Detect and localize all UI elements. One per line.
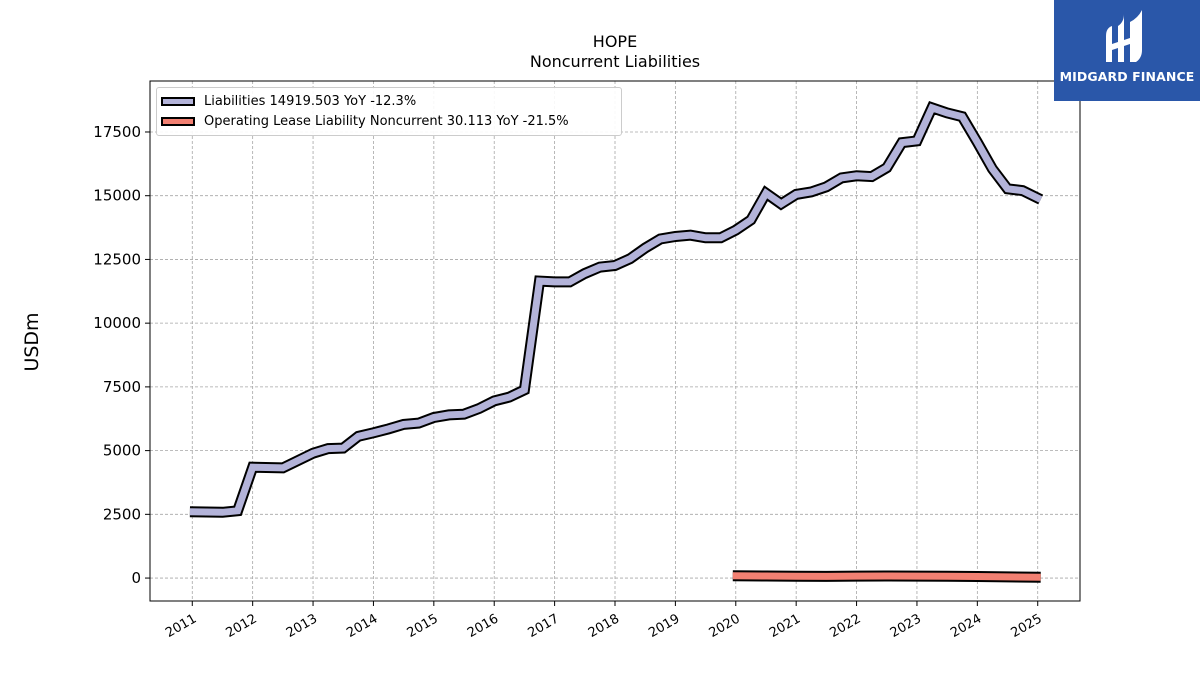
brand-logo: MIDGARD FINANCE [1054,0,1200,101]
x-tick-label: 2015 [405,611,441,641]
x-tick-label: 2014 [344,611,380,641]
y-tick-label: 12500 [93,250,141,268]
logo-mark-icon [1106,10,1142,62]
logo-text: MIDGARD FINANCE [1059,69,1195,84]
y-axis-label: USDm [21,312,43,372]
x-tick-label: 2013 [284,611,320,641]
y-tick-label: 5000 [103,442,141,460]
y-tick-label: 10000 [93,314,141,332]
legend: Liabilities 14919.503 YoY -12.3% Operati… [156,87,622,136]
x-tick-label: 2019 [646,611,682,641]
legend-item-operating-lease: Operating Lease Liability Noncurrent 30.… [161,113,569,129]
legend-label-operating-lease: Operating Lease Liability Noncurrent 30.… [204,113,569,129]
y-axis: 0 2500 5000 7500 10000 12500 15000 17500 [93,123,150,587]
x-tick-label: 2012 [224,611,260,641]
legend-swatch-operating-lease [161,116,195,126]
x-tick-label: 2021 [767,611,803,641]
x-tick-label: 2023 [888,611,924,641]
legend-swatch-liabilities [161,96,195,106]
series-line-liabilities [189,103,1043,516]
x-axis: 2011 2012 2013 2014 2015 2016 2017 2018 2019 2020… [163,601,1045,641]
grid-lines [150,81,1080,601]
x-tick-label: 2024 [948,611,984,641]
x-tick-label: 2018 [586,611,622,641]
series-lines [189,101,1044,583]
legend-label-liabilities: Liabilities 14919.503 YoY -12.3% [204,93,417,109]
x-tick-label: 2025 [1009,611,1045,641]
y-tick-label: 2500 [103,505,141,523]
legend-item-liabilities: Liabilities 14919.503 YoY -12.3% [161,93,416,109]
y-tick-label: 7500 [103,378,141,396]
chart-title: HOPE [592,32,638,51]
x-tick-label: 2016 [465,611,501,641]
x-tick-label: 2011 [163,611,199,641]
chart-subtitle: Noncurrent Liabilities [529,52,701,71]
y-tick-label: 17500 [93,123,141,141]
y-tick-label: 0 [131,569,141,587]
y-tick-label: 15000 [93,187,141,205]
x-tick-label: 2017 [525,611,561,641]
series-line-operating-lease [732,572,1041,581]
x-tick-label: 2020 [707,611,743,641]
x-tick-label: 2022 [827,611,863,641]
